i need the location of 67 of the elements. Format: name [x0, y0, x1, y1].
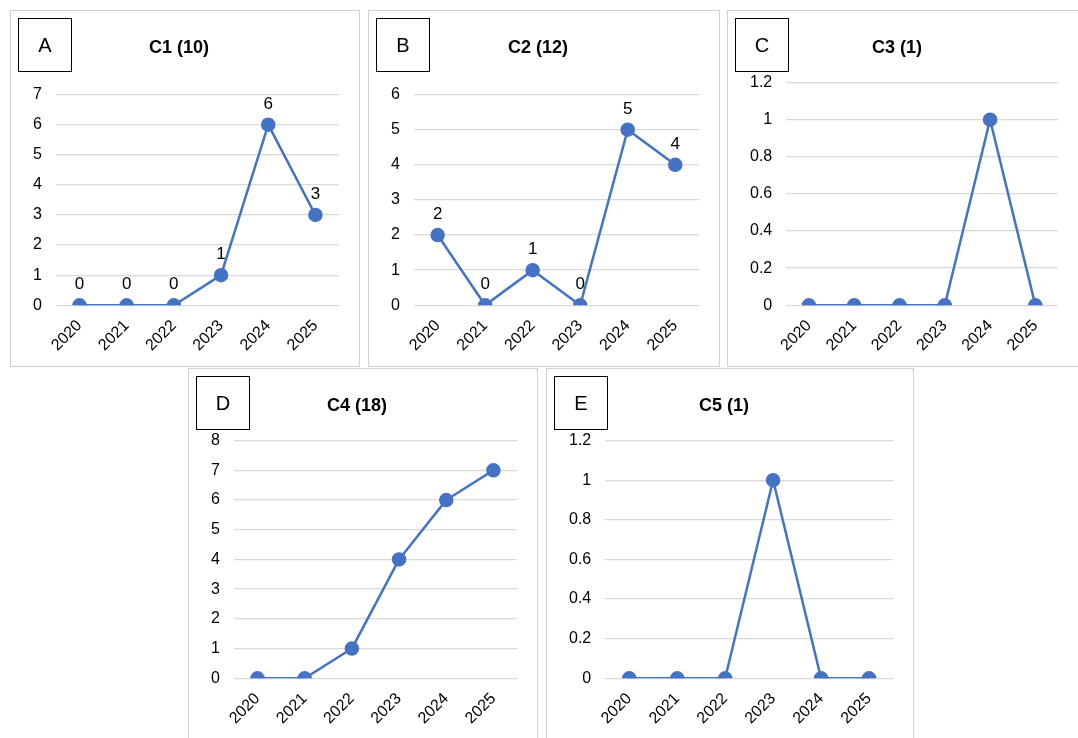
- y-tick-label: 7: [210, 460, 220, 478]
- y-tick-label: 0.8: [568, 510, 592, 528]
- y-tick-label: 0.6: [568, 549, 592, 567]
- y-tick-label: 1: [582, 470, 592, 488]
- y-tick-label: 1: [763, 110, 773, 128]
- y-tick-label: 2: [390, 225, 400, 243]
- data-label: 0: [74, 274, 85, 294]
- text: A: [18, 18, 72, 72]
- y-tick-label: 0.2: [568, 629, 592, 647]
- y-tick-label: 3: [32, 205, 42, 223]
- y-tick-label: 1: [390, 260, 400, 278]
- y-tick-label: 0.8: [749, 147, 773, 165]
- chart-title: C2 (12): [507, 36, 569, 57]
- y-tick-label: 0.6: [749, 184, 773, 202]
- data-label: 3: [310, 184, 321, 204]
- y-tick-label: 3: [210, 579, 220, 597]
- y-tick-label: 1.2: [568, 431, 592, 449]
- point: [430, 227, 445, 243]
- y-tick-label: 5: [210, 520, 220, 538]
- chart-title: C1 (10): [148, 36, 210, 57]
- y-tick-label: 5: [32, 145, 42, 163]
- text: D: [196, 376, 250, 430]
- y-tick-label: 0: [582, 668, 592, 686]
- point: [391, 552, 407, 567]
- chart-title: C3 (1): [871, 36, 923, 57]
- y-tick-label: 2: [32, 235, 42, 253]
- y-tick-label: 0.2: [749, 258, 773, 276]
- y-tick-label: 4: [390, 155, 400, 173]
- point: [620, 122, 635, 137]
- data-label: 0: [121, 274, 132, 294]
- y-tick-label: 8: [210, 431, 220, 449]
- y-tick-label: 7: [32, 85, 42, 103]
- data-label: 4: [670, 134, 680, 154]
- point: [308, 207, 323, 223]
- y-tick-label: 0: [390, 295, 400, 313]
- y-tick-label: 4: [210, 549, 220, 567]
- y-tick-label: 3: [390, 190, 400, 208]
- point: [667, 157, 683, 173]
- y-tick-label: 0.4: [568, 589, 592, 607]
- text: B: [376, 18, 430, 72]
- y-tick-label: 1: [210, 638, 220, 656]
- data-label: 1: [527, 239, 538, 259]
- data-label: 0: [169, 274, 179, 294]
- y-tick-label: 6: [32, 115, 42, 133]
- y-tick-label: 4: [32, 175, 42, 193]
- y-tick-label: 1.2: [749, 73, 773, 91]
- data-label: 2: [432, 204, 443, 224]
- point: [260, 117, 276, 132]
- chart-title: C4 (18): [326, 394, 388, 415]
- y-tick-label: 5: [390, 120, 400, 138]
- y-tick-label: 2: [210, 609, 220, 627]
- y-tick-label: 0: [763, 295, 773, 313]
- point: [525, 262, 540, 278]
- text: E: [554, 376, 608, 430]
- text: C: [735, 18, 789, 72]
- y-tick-label: 0: [210, 668, 220, 686]
- y-tick-label: 6: [210, 490, 220, 508]
- y-tick-label: 6: [390, 85, 400, 103]
- y-tick-label: 0.4: [749, 221, 773, 239]
- point: [486, 463, 501, 478]
- y-tick-label: 0: [32, 295, 42, 313]
- point: [438, 492, 454, 508]
- y-tick-label: 1: [32, 265, 42, 283]
- chart-title: C5 (1): [698, 394, 750, 415]
- data-label: 0: [480, 274, 490, 294]
- data-label: 6: [263, 93, 273, 113]
- data-label: 5: [622, 98, 633, 118]
